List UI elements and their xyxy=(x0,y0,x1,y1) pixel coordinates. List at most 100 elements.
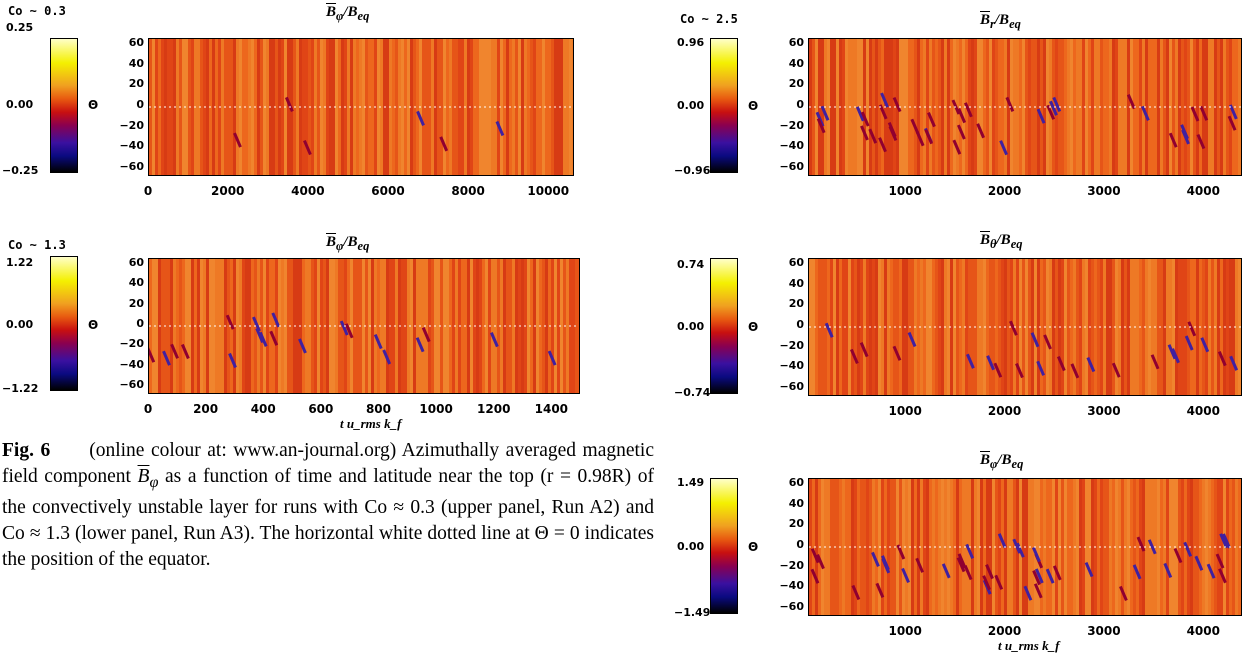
x-tick-label: 0 xyxy=(143,402,153,416)
colorbar-max: 0.25 xyxy=(6,21,34,34)
y-tick-label: 40 xyxy=(788,56,804,70)
theta-axis-label: Θ xyxy=(748,540,759,554)
heatmap-svg xyxy=(809,479,1241,615)
colorbar-mid: 0.00 xyxy=(677,320,705,333)
x-tick-label: 400 xyxy=(250,402,276,416)
x-tick-label: 1000 xyxy=(888,624,922,638)
y-tick-label: −40 xyxy=(119,139,144,153)
heatmap-plot xyxy=(148,258,580,394)
y-tick-label: 0 xyxy=(136,317,144,330)
caption-symbol-sub: φ xyxy=(149,472,159,491)
x-tick-label: 1000 xyxy=(888,404,922,418)
x-tick-label: 4000 xyxy=(291,184,325,198)
y-tick-label: −40 xyxy=(119,357,144,371)
heatmap-plot xyxy=(808,258,1242,396)
heatmap-svg xyxy=(149,39,573,175)
x-axis-label: t u_rms k_f xyxy=(998,638,1060,653)
x-tick-label: 0 xyxy=(143,184,153,198)
y-tick-label: 20 xyxy=(788,77,804,91)
x-tick-label: 4000 xyxy=(1186,624,1220,638)
heatmap-plot xyxy=(808,38,1242,176)
x-tick-label: 1200 xyxy=(477,402,511,416)
y-tick-label: −60 xyxy=(779,600,804,613)
co-label: Co ~ 2.5 xyxy=(680,12,738,26)
y-tick-label: −20 xyxy=(119,337,144,351)
figure-label: Fig. 6 xyxy=(2,440,51,461)
y-tick-label: 0 xyxy=(796,318,804,331)
heatmap-plot xyxy=(808,478,1242,616)
x-tick-label: 2000 xyxy=(987,184,1022,198)
heatmap-svg xyxy=(809,39,1241,175)
y-tick-label: −40 xyxy=(779,579,804,593)
x-tick-label: 2000 xyxy=(987,404,1022,418)
x-tick-label: 4000 xyxy=(1186,404,1220,418)
x-tick-label: 3000 xyxy=(1087,404,1121,418)
y-tick-label: 20 xyxy=(128,296,144,310)
theta-axis-label: Θ xyxy=(88,98,99,112)
y-tick-label: 40 xyxy=(128,56,144,70)
x-tick-label: 200 xyxy=(193,402,219,416)
co-label: Co ~ 1.3 xyxy=(8,238,66,252)
colorbar-mid: 0.00 xyxy=(6,318,34,331)
theta-axis-label: Θ xyxy=(748,320,759,334)
theta-axis-label: Θ xyxy=(88,318,99,332)
x-tick-label: 3000 xyxy=(1087,624,1121,638)
colorbar-mid: 0.00 xyxy=(6,98,34,111)
panel-title: Br/Beq xyxy=(980,12,1021,31)
y-tick-label: 20 xyxy=(788,517,804,531)
colorbar-mid: 0.00 xyxy=(677,99,705,112)
y-tick-label: 20 xyxy=(788,297,804,311)
y-tick-label: 60 xyxy=(788,476,804,489)
y-tick-label: 60 xyxy=(128,256,144,269)
y-tick-label: −20 xyxy=(779,118,804,132)
colorbar-mid: 0.00 xyxy=(677,540,705,553)
caption-text-2: as a function of time and latitude near … xyxy=(2,466,654,570)
panel-title: Bθ/Beq xyxy=(980,232,1023,251)
co-label: Co ~ 0.3 xyxy=(8,4,66,18)
caption-symbol: B xyxy=(137,466,150,487)
y-tick-label: −40 xyxy=(779,139,804,153)
x-tick-label: 600 xyxy=(308,402,334,416)
heatmap-svg xyxy=(149,259,579,393)
colorbar-max: 1.22 xyxy=(6,256,34,269)
y-tick-label: 60 xyxy=(788,256,804,269)
x-tick-label: 6000 xyxy=(371,184,405,198)
y-tick-label: 40 xyxy=(788,496,804,510)
colorbar-min: −0.74 xyxy=(674,386,711,399)
colorbar xyxy=(710,258,738,394)
y-tick-label: 60 xyxy=(788,36,804,49)
x-tick-label: 1000 xyxy=(888,184,922,198)
colorbar xyxy=(50,38,78,173)
figure-caption: Fig. 6 (online colour at: www.an-journal… xyxy=(2,438,654,573)
heatmap-svg xyxy=(809,259,1241,395)
colorbar xyxy=(710,38,738,173)
heatmap-plot xyxy=(148,38,574,176)
y-tick-label: −60 xyxy=(779,160,804,173)
x-tick-label: 800 xyxy=(365,402,391,416)
x-tick-label: 3000 xyxy=(1087,184,1121,198)
x-tick-label: 2000 xyxy=(211,184,245,198)
colorbar-min: −0.25 xyxy=(2,164,39,177)
colorbar-min: −1.49 xyxy=(674,606,711,619)
y-tick-label: −20 xyxy=(779,338,804,352)
y-tick-label: −20 xyxy=(119,118,144,132)
y-tick-label: 0 xyxy=(796,98,804,111)
panel-title: Bφ/Beq xyxy=(326,4,370,23)
colorbar-min: −1.22 xyxy=(2,382,39,395)
x-tick-label: 1400 xyxy=(534,402,569,416)
colorbar-min: −0.96 xyxy=(674,164,711,177)
y-tick-label: 0 xyxy=(136,98,144,111)
y-tick-label: −20 xyxy=(779,558,804,572)
x-tick-label: 10000 xyxy=(527,184,570,198)
y-tick-label: −60 xyxy=(119,378,144,391)
y-tick-label: 40 xyxy=(788,276,804,290)
theta-axis-label: Θ xyxy=(748,99,759,113)
y-tick-label: −60 xyxy=(779,380,804,393)
colorbar xyxy=(50,256,78,391)
colorbar-max: 0.96 xyxy=(677,36,705,49)
y-tick-label: 20 xyxy=(128,77,144,91)
panel-title: Bφ/Beq xyxy=(980,452,1024,471)
colorbar-max: 1.49 xyxy=(677,476,705,489)
y-tick-label: 0 xyxy=(796,538,804,551)
panel-title: Bφ/Beq xyxy=(326,234,370,253)
